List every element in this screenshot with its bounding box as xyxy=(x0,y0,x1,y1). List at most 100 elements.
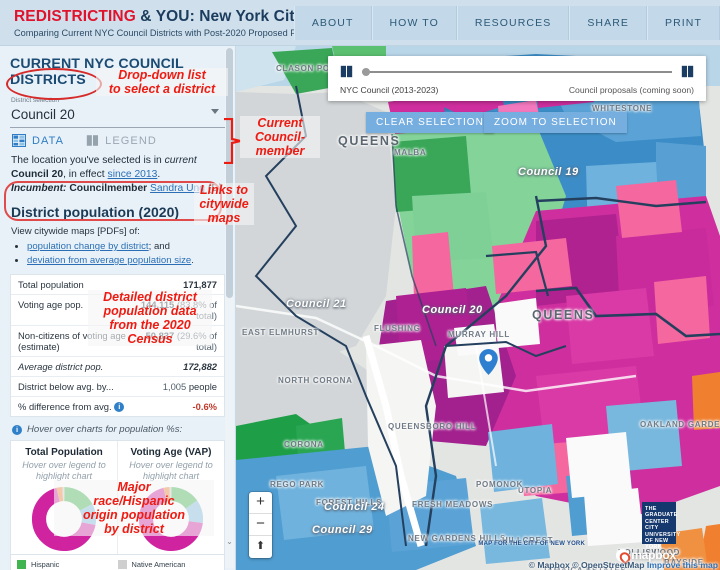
compass-button[interactable]: ⬆ xyxy=(255,540,266,552)
time-slider-knob[interactable] xyxy=(362,67,370,76)
app-header: REDISTRICTING & YOU: New York City Compa… xyxy=(0,0,720,46)
clear-selection-button[interactable]: CLEAR SELECTION xyxy=(366,112,494,133)
table-icon xyxy=(12,134,26,147)
narr-councilmember: Councilmember xyxy=(66,183,151,194)
row-value: 144,115 (83.8% of total) xyxy=(121,299,217,321)
legend-item-native[interactable]: Native American xyxy=(117,560,219,569)
slider-label-right: Council proposals (coming soon) xyxy=(568,85,694,95)
mapbox-dot-icon xyxy=(616,548,630,562)
page-subtitle: Comparing Current NYC Council Districts … xyxy=(14,27,314,38)
district-select[interactable]: District selection Council 20 xyxy=(10,96,226,128)
nav-share[interactable]: SHARE xyxy=(569,6,647,40)
time-slider-row[interactable] xyxy=(340,63,694,80)
map-zoom-controls[interactable]: + − ⬆ xyxy=(249,492,272,558)
chart-title: Total Population xyxy=(25,447,103,458)
row-value: -0.6% xyxy=(193,401,218,412)
main-nav: ABOUT HOW TO RESOURCES SHARE PRINT xyxy=(293,6,720,40)
narr-line1-a: The location you've selected is in xyxy=(11,155,165,166)
row-value-number: 50,837 xyxy=(145,330,175,341)
row-key: Voting age pop. xyxy=(18,299,84,310)
mapbox-logo-text: mapbox xyxy=(631,548,676,562)
row-value: 1,005 people xyxy=(163,381,217,392)
mapbox-logo[interactable]: mapbox xyxy=(616,548,676,562)
narr-council: Council 20 xyxy=(11,169,64,180)
row-value-note: (83.8% of total) xyxy=(176,299,217,321)
map-container[interactable]: QUEENS QUEENS MALBA CLASON POINT WHITEST… xyxy=(236,46,720,570)
zoom-out-button[interactable]: − xyxy=(249,514,272,536)
chart-voting-age[interactable]: Voting Age (VAP) Hover over legend to hi… xyxy=(118,441,224,554)
attrib-improve[interactable]: Improve this map xyxy=(646,560,718,570)
info-icon[interactable]: i xyxy=(12,424,22,435)
nav-print[interactable]: PRINT xyxy=(647,6,720,40)
time-slider-labels: NYC Council (2013-2023) Council proposal… xyxy=(340,85,694,95)
row-key: District below avg. by... xyxy=(18,381,114,392)
narr-current: current xyxy=(164,155,197,166)
population-table: Total population 171,877 Voting age pop.… xyxy=(10,274,225,417)
tab-data[interactable]: DATA xyxy=(12,134,64,147)
legend-swatch xyxy=(17,560,26,569)
district-narrative: The location you've selected is in curre… xyxy=(11,154,225,196)
panel-scroll-caret-icon[interactable]: ⌄ xyxy=(226,537,233,546)
donut-wrap xyxy=(124,486,218,552)
table-row: District below avg. by... 1,005 people xyxy=(11,377,224,397)
time-slider-card[interactable]: NYC Council (2013-2023) Council proposal… xyxy=(328,56,706,101)
nav-how-to[interactable]: HOW TO xyxy=(371,6,457,40)
chart-subtitle: Hover over legend to highlight chart xyxy=(22,460,106,481)
pdf-intro: View citywide maps [PDFs] of: xyxy=(11,226,140,237)
chart-legend: Hispanic White non-Hispanic Asian Black xyxy=(10,555,225,570)
chart-total-population[interactable]: Total Population Hover over legend to hi… xyxy=(11,441,118,554)
map-book-icon-right xyxy=(681,65,694,78)
nav-resources[interactable]: RESOURCES xyxy=(456,6,570,40)
charts-hint-text: Hover over charts for population %s: xyxy=(27,424,183,435)
legend-label: Hispanic xyxy=(31,560,60,569)
legend-column-2: Native American Some other race Two or m… xyxy=(117,560,219,570)
link-population-change[interactable]: population change by district xyxy=(27,241,149,252)
info-icon[interactable]: i xyxy=(114,402,125,412)
link-since-2013[interactable]: since 2013 xyxy=(107,169,158,180)
brand-block: REDISTRICTING & YOU: New York City Compa… xyxy=(0,8,313,38)
table-row: Average district pop. 172,882 xyxy=(11,357,224,377)
panel-title: CURRENT NYC COUNCIL DISTRICTS xyxy=(10,56,184,88)
chevron-down-icon[interactable] xyxy=(211,109,219,114)
donut-chart-vap[interactable] xyxy=(138,486,204,552)
tab-legend[interactable]: LEGEND xyxy=(86,134,157,147)
location-marker-icon[interactable] xyxy=(479,349,498,375)
zoom-in-button[interactable]: + xyxy=(249,492,272,514)
row-key: Non-citizens of voting age (estimate) xyxy=(18,330,126,352)
donut-chart-total[interactable] xyxy=(31,486,97,552)
population-section-heading: District population (2020) xyxy=(11,204,180,220)
zoom-to-selection-button[interactable]: ZOOM TO SELECTION xyxy=(484,112,627,133)
slider-label-left: NYC Council (2013-2023) xyxy=(340,85,439,95)
legend-item-hispanic[interactable]: Hispanic xyxy=(17,560,118,569)
attrib-mapbox[interactable]: © Mapbox xyxy=(528,560,570,570)
link-deviation-average[interactable]: deviation from average population size xyxy=(27,255,192,266)
table-row: Total population 171,877 xyxy=(11,275,224,295)
attrib-osm[interactable]: © OpenStreetMap xyxy=(572,560,645,570)
panel-scrollbar[interactable]: ⌄ xyxy=(225,48,234,568)
tab-legend-label: LEGEND xyxy=(105,134,157,147)
row-key-text: % difference from avg. xyxy=(18,401,112,412)
row-value-note: (29.6% of total) xyxy=(176,330,217,352)
district-select-row[interactable]: District selection Council 20 xyxy=(10,96,226,130)
row-value-note: people xyxy=(188,381,217,392)
table-row: Non-citizens of voting age (estimate) 50… xyxy=(11,326,224,357)
time-slider-track[interactable] xyxy=(362,67,672,76)
table-row: % difference from avg. i -0.6% xyxy=(11,397,224,416)
row-value-number: 172,882 xyxy=(183,361,217,372)
pdf-suffix-1: . xyxy=(191,255,194,266)
nav-about[interactable]: ABOUT xyxy=(293,6,372,40)
row-value-number: -0.6% xyxy=(192,401,218,412)
table-row: Voting age pop. 144,115 (83.8% of total) xyxy=(11,295,224,326)
title-rest: YOU: New York City xyxy=(155,7,304,25)
row-key: Total population xyxy=(18,279,84,290)
graduate-center-logo: THE GRADUATE CENTER CITY UNIVERSITY OF N… xyxy=(642,502,680,550)
link-sandra-ung[interactable]: Sandra Ung xyxy=(150,183,206,194)
narr-party: (D) xyxy=(205,183,223,194)
charts-hover-hint: i Hover over charts for population %s: xyxy=(12,424,225,435)
chart-title: Voting Age (VAP) xyxy=(130,447,212,458)
row-value-number: 144,115 xyxy=(140,299,175,310)
narr-line1-c: , in effect xyxy=(63,169,108,180)
citywide-pdf-links: View citywide maps [PDFs] of: population… xyxy=(11,225,225,267)
panel-scroll-thumb[interactable] xyxy=(226,48,233,298)
